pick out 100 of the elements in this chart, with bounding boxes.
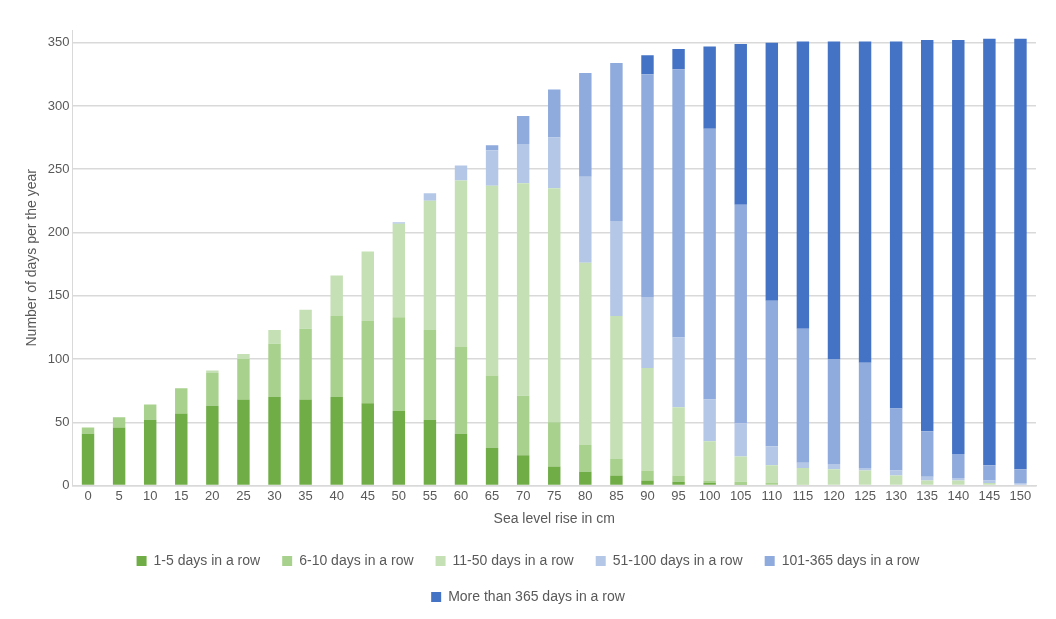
bar <box>610 62 623 222</box>
legend-label: 11-50 days in a row <box>452 551 575 568</box>
bar <box>330 275 343 317</box>
bar <box>921 431 934 477</box>
bar <box>548 188 561 423</box>
x-tick-label: 115 <box>792 487 814 503</box>
bar <box>983 465 996 481</box>
x-tick-label: 95 <box>671 487 686 503</box>
x-tick-label: 55 <box>422 487 438 503</box>
bar <box>703 128 716 400</box>
bar <box>796 41 810 329</box>
bar <box>361 403 374 485</box>
x-tick-label: 145 <box>978 487 1001 503</box>
bar <box>610 221 623 317</box>
bar <box>765 42 779 301</box>
legend-label: 1-5 days in a row <box>153 551 262 568</box>
bar <box>485 447 499 485</box>
bar <box>827 464 841 470</box>
x-tick-label: 80 <box>578 487 593 503</box>
bar <box>81 433 95 485</box>
bar <box>516 395 530 456</box>
y-axis-title: Number of days per the year <box>23 168 40 347</box>
bar <box>516 143 530 184</box>
bar <box>796 467 810 485</box>
y-tick-label: 250 <box>47 160 70 176</box>
bar <box>921 40 934 432</box>
bar <box>330 316 343 398</box>
bar <box>672 481 685 485</box>
x-tick-label: 135 <box>916 487 939 503</box>
bar <box>237 359 250 400</box>
bar <box>454 433 468 485</box>
x-tick-label: 60 <box>453 487 469 503</box>
bar <box>423 329 437 420</box>
bar <box>330 397 343 485</box>
x-tick-label: 15 <box>174 487 189 503</box>
bar <box>548 137 561 189</box>
x-axis-title: Sea level rise in cm <box>493 510 615 527</box>
bar <box>703 441 716 481</box>
bar <box>641 55 654 75</box>
x-tick-label: 70 <box>515 487 531 503</box>
bar <box>641 297 654 368</box>
x-tick-label: 5 <box>115 487 123 503</box>
bar <box>392 223 406 318</box>
bar <box>516 183 530 396</box>
bar <box>734 204 747 424</box>
bar <box>827 41 841 360</box>
x-tick-label: 45 <box>360 487 375 503</box>
legend-label: 101-365 days in a row <box>781 551 921 568</box>
bar <box>175 413 188 485</box>
bar <box>796 328 810 463</box>
bar <box>610 316 623 460</box>
bar <box>641 74 654 298</box>
bar <box>889 470 903 476</box>
x-tick-label: 75 <box>547 487 562 503</box>
bar <box>237 353 250 360</box>
bar <box>361 321 374 404</box>
y-tick-label: 100 <box>47 350 70 366</box>
x-tick-label: 110 <box>761 487 783 503</box>
bar <box>765 465 779 484</box>
bar <box>392 317 406 411</box>
bar <box>206 370 219 373</box>
legend-label: More than 365 days in a row <box>448 587 626 604</box>
bar <box>299 309 312 329</box>
bar <box>579 73 592 177</box>
x-tick-label: 125 <box>854 487 876 503</box>
bar <box>734 456 747 482</box>
x-tick-label: 120 <box>823 487 845 503</box>
bar <box>516 455 530 485</box>
bar <box>641 480 654 485</box>
bar <box>921 476 934 481</box>
y-tick-label: 350 <box>47 34 70 50</box>
y-tick-label: 300 <box>47 97 70 113</box>
x-tick-label: 130 <box>885 487 907 503</box>
bar <box>672 337 685 408</box>
bar <box>765 446 779 466</box>
bar <box>423 193 437 201</box>
bar <box>858 362 872 468</box>
bar <box>516 116 530 144</box>
x-tick-label: 140 <box>947 487 970 503</box>
bar <box>206 372 219 406</box>
bar <box>143 404 157 420</box>
legend-label: 6-10 days in a row <box>299 551 415 568</box>
bar <box>641 470 654 481</box>
y-tick-label: 0 <box>62 477 70 493</box>
bar <box>268 397 281 485</box>
bar <box>672 69 685 338</box>
bar <box>485 145 499 151</box>
bar <box>672 48 685 70</box>
bar <box>796 462 810 468</box>
bar <box>889 41 903 409</box>
legend-label: 51-100 days in a row <box>612 551 744 568</box>
bar <box>175 388 188 414</box>
bar <box>827 359 841 465</box>
x-tick-label: 65 <box>484 487 500 503</box>
bar <box>392 410 406 485</box>
bar <box>485 185 499 376</box>
bar <box>827 469 841 485</box>
bar <box>952 453 965 479</box>
bar <box>858 470 872 485</box>
bar <box>1014 38 1027 470</box>
